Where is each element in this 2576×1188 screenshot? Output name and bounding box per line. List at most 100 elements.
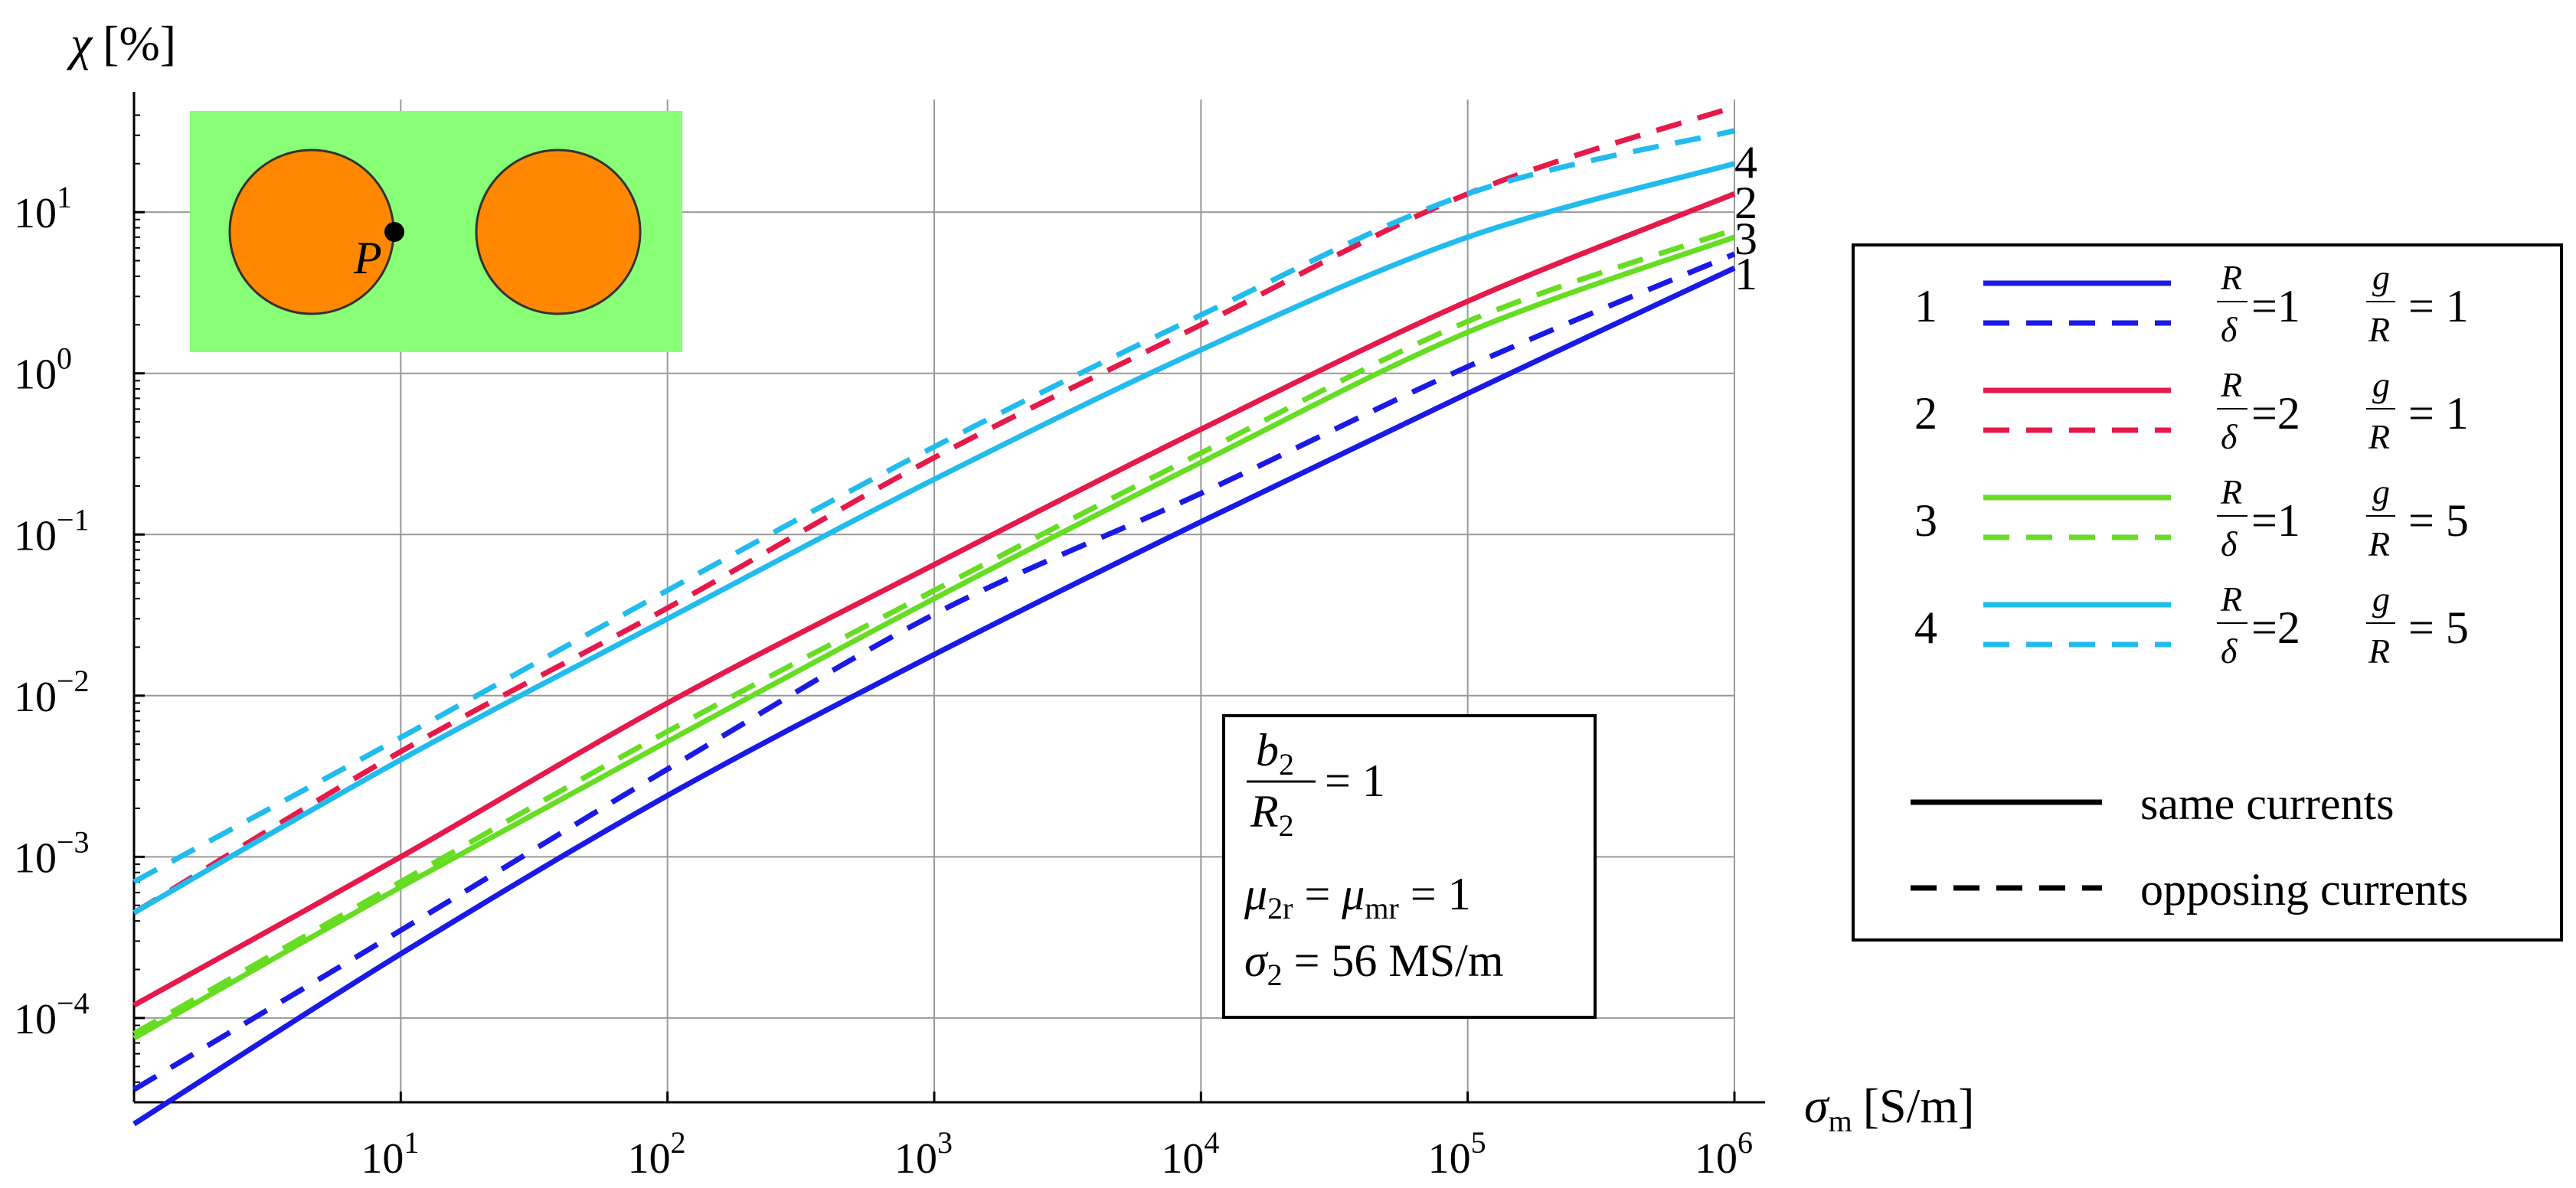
series-4-dashed-line xyxy=(132,128,1735,885)
legend-g-numerator: g xyxy=(2372,365,2390,404)
x-tick-label: 106 xyxy=(1695,1125,1753,1183)
left-conductor xyxy=(228,148,395,315)
b2-label: b2 xyxy=(1256,725,1294,782)
legend-g-r-equation: = 1 xyxy=(2408,388,2469,439)
y-tick-base: 10 xyxy=(14,834,57,882)
legend-entry-number: 4 xyxy=(1914,602,1937,653)
annotation-box xyxy=(1222,714,1597,1019)
legend-g-r-value: 1 xyxy=(2446,281,2469,331)
x-tick-exponent: 5 xyxy=(1471,1125,1486,1160)
y-tick-exponent: −2 xyxy=(57,664,90,698)
y-tick-label: 100 xyxy=(14,341,72,399)
curve-label-3: 3 xyxy=(1734,214,1757,264)
axes xyxy=(132,92,1765,1104)
series-3-solid-line xyxy=(132,234,1736,1041)
x-tick-base: 10 xyxy=(628,1135,671,1183)
mu-equation: μ2r = μmr = 1 xyxy=(1244,869,1471,925)
legend-r-delta-value: 2 xyxy=(2277,602,2300,653)
series-1-solid-line xyxy=(132,266,1736,1127)
sigma-equation: σ2 = 56 MS/m xyxy=(1244,935,1504,992)
y-tick-exponent: −4 xyxy=(57,986,90,1020)
y-tick-label: 10−3 xyxy=(14,824,90,882)
legend-r-denominator: R xyxy=(2368,417,2390,456)
curve-label-4: 4 xyxy=(1734,137,1757,188)
y-tick-exponent: 0 xyxy=(57,341,72,376)
legend-r-delta-value: 1 xyxy=(2277,281,2300,331)
x-tick-base: 10 xyxy=(1161,1135,1204,1183)
legend-solid-label: same currents xyxy=(2140,778,2395,829)
legend-r-denominator: R xyxy=(2368,310,2390,349)
legend-r-numerator: R xyxy=(2220,258,2242,297)
legend-r-denominator: R xyxy=(2368,632,2390,671)
legend-equals: = xyxy=(2408,495,2446,546)
legend-g-numerator: g xyxy=(2372,472,2390,511)
y-tick-exponent: −1 xyxy=(57,502,90,537)
x-axis-label: σm [S/m] xyxy=(1804,1079,1974,1138)
y-tick-exponent: −3 xyxy=(57,824,90,859)
legend-equals: = xyxy=(2408,388,2446,439)
legend-r-delta-equation: =1 xyxy=(2251,281,2300,331)
series-1-dashed-line xyxy=(132,251,1736,1092)
y-tick-label: 10−4 xyxy=(14,986,90,1043)
legend-r-numerator: R xyxy=(2220,472,2242,511)
legend-g-r-equation: = 5 xyxy=(2408,495,2469,546)
legend-equals: = xyxy=(2251,281,2277,331)
x-tick-exponent: 1 xyxy=(404,1125,419,1160)
legend-equals: = xyxy=(2408,281,2446,331)
y-tick-base: 10 xyxy=(14,512,57,560)
legend-g-r-equation: = 1 xyxy=(2408,281,2469,331)
right-conductor xyxy=(475,148,642,315)
geometry-inset: P xyxy=(190,111,682,352)
series-group xyxy=(132,104,1736,1127)
legend-r-delta-value: 2 xyxy=(2277,388,2300,439)
legend-r-numerator: R xyxy=(2220,579,2242,618)
legend-frame xyxy=(1852,243,2563,942)
legend-entry-number: 3 xyxy=(1914,495,1937,546)
point-p-label: P xyxy=(353,233,382,283)
legend-delta-denominator: δ xyxy=(2221,632,2238,671)
x-tick-base: 10 xyxy=(1428,1135,1471,1183)
legend-r-delta-equation: =1 xyxy=(2251,495,2300,546)
legend-entry-number: 1 xyxy=(1914,281,1937,331)
legend-g-r-value: 5 xyxy=(2446,495,2469,546)
x-tick-label: 101 xyxy=(361,1125,419,1183)
legend-equals: = xyxy=(2251,388,2277,439)
legend-g-r-value: 1 xyxy=(2446,388,2469,439)
series-4-solid-line xyxy=(132,161,1735,915)
x-tick-exponent: 6 xyxy=(1737,1125,1753,1160)
legend-equals: = xyxy=(2408,602,2446,653)
x-tick-exponent: 3 xyxy=(937,1125,953,1160)
legend-delta-denominator: δ xyxy=(2221,524,2238,563)
parameter-annotation: b2 R2 = 1 μ2r = μmr = 1 σ2 = 56 MS/m xyxy=(1222,714,1597,1019)
series-2-solid-line xyxy=(132,191,1736,1008)
y-tick-label: 101 xyxy=(14,180,72,237)
legend-entry-number: 2 xyxy=(1914,388,1937,439)
x-tick-base: 10 xyxy=(1695,1135,1737,1183)
x-tick-label: 102 xyxy=(628,1125,686,1183)
y-tick-base: 10 xyxy=(14,351,57,399)
x-tick-exponent: 2 xyxy=(671,1125,686,1160)
b2-ratio-value: = 1 xyxy=(1325,756,1385,806)
x-tick-base: 10 xyxy=(361,1135,404,1183)
legend-r-delta-equation: =2 xyxy=(2251,602,2300,653)
x-tick-label: 104 xyxy=(1161,1125,1219,1183)
legend-g-r-equation: = 5 xyxy=(2408,602,2469,653)
legend-dashed-label: opposing currents xyxy=(2140,864,2468,915)
r2-label: R2 xyxy=(1250,786,1294,843)
y-tick-label: 10−1 xyxy=(14,502,90,560)
legend-r-delta-value: 1 xyxy=(2277,495,2300,546)
legend-r-denominator: R xyxy=(2368,524,2390,563)
point-p-marker xyxy=(384,222,404,242)
legend-g-r-value: 5 xyxy=(2446,602,2469,653)
legend-r-numerator: R xyxy=(2220,365,2242,404)
y-tick-label: 10−2 xyxy=(14,664,90,721)
curve-label-1: 1 xyxy=(1734,249,1757,299)
y-tick-base: 10 xyxy=(14,674,57,721)
legend-g-numerator: g xyxy=(2372,579,2390,618)
legend-r-delta-equation: =2 xyxy=(2251,388,2300,439)
